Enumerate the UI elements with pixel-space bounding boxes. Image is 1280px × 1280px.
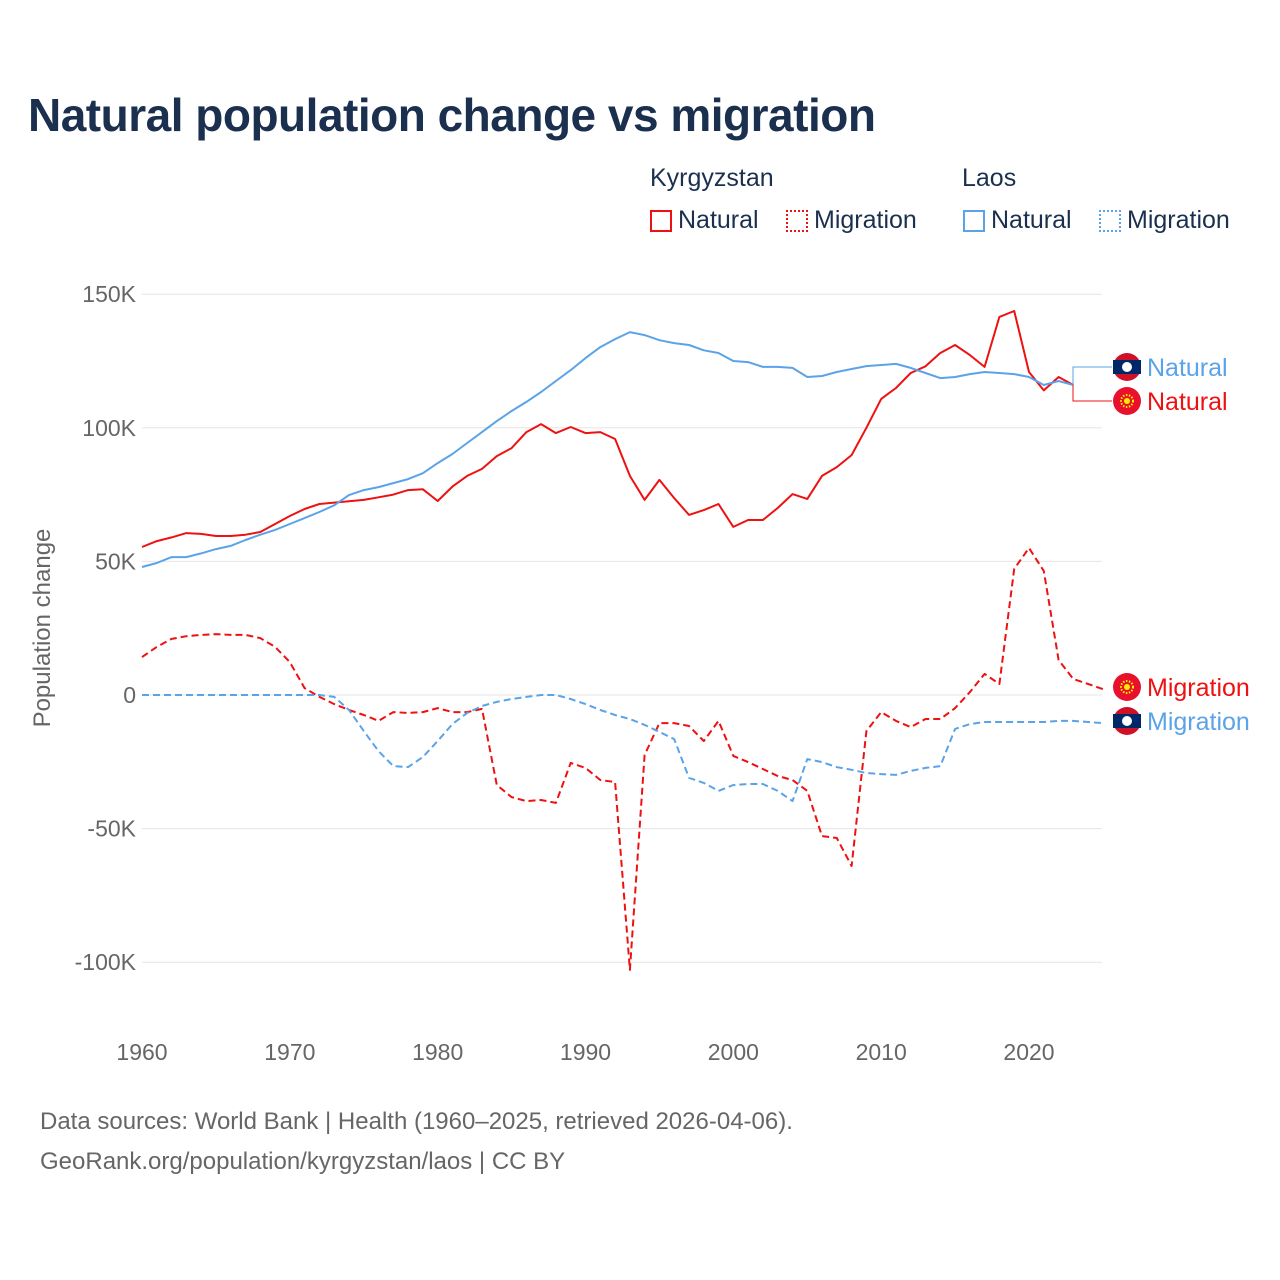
end-label-text: Natural: [1147, 354, 1228, 382]
y-tick-label: 150K: [82, 281, 136, 307]
legend-kyrgyzstan-migration[interactable]: Migration: [786, 206, 917, 235]
legend-laos-natural[interactable]: Natural: [963, 206, 1072, 235]
y-tick-label: -100K: [75, 949, 137, 975]
legend-kyrgyzstan-natural[interactable]: Natural: [650, 206, 759, 235]
legend-swatch-dotted-blue: [1099, 209, 1121, 232]
chart-title: Natural population change vs migration: [28, 89, 876, 141]
end-label-laos-natural: Natural: [1072, 353, 1228, 386]
end-label-text: Migration: [1147, 674, 1250, 702]
end-label-laos-migration: Migration: [1113, 707, 1250, 736]
x-tick-label: 1980: [412, 1039, 463, 1065]
legend-group-laos: Laos: [962, 164, 1017, 192]
legend-group-kyrgyzstan: Kyrgyzstan: [650, 164, 774, 192]
laos-flag-icon: [1113, 353, 1141, 381]
legend-swatch-dotted-red: [786, 209, 808, 232]
legend-label: Migration: [814, 206, 917, 234]
y-tick-label: 50K: [95, 548, 137, 574]
series-line-laos-natural[interactable]: [141, 331, 1074, 568]
series-line-laos-migration[interactable]: [142, 694, 1103, 803]
legend-label: Migration: [1127, 206, 1230, 234]
kyrgyzstan-flag-icon: [1113, 673, 1141, 701]
x-tick-label: 2000: [708, 1039, 759, 1065]
laos-flag-icon: [1113, 707, 1141, 735]
footer-credit: GeoRank.org/population/kyrgyzstan/laos |…: [40, 1148, 566, 1175]
x-tick-label: 1960: [116, 1039, 167, 1065]
end-label-kyrgyzstan-natural: Natural: [1072, 384, 1228, 416]
legend-laos-migration[interactable]: Migration: [1099, 206, 1230, 235]
end-label-text: Migration: [1147, 708, 1250, 736]
y-tick-label: 0: [123, 682, 136, 708]
end-label-kyrgyzstan-migration: Migration: [1113, 673, 1250, 702]
x-tick-label: 2020: [1003, 1039, 1054, 1065]
y-axis-label: Population change: [29, 529, 56, 728]
x-tick-label: 2010: [856, 1039, 907, 1065]
legend-label: Natural: [991, 206, 1072, 234]
footer-sources: Data sources: World Bank | Health (1960–…: [40, 1108, 793, 1135]
label-connector: [1072, 366, 1112, 386]
series-line-kyrgyzstan-migration[interactable]: [141, 547, 1104, 971]
legend-swatch-solid-red: [650, 209, 672, 232]
label-connector: [1072, 384, 1112, 402]
x-tick-label: 1990: [560, 1039, 611, 1065]
end-label-text: Natural: [1147, 388, 1228, 416]
y-tick-label: 100K: [82, 415, 136, 441]
x-tick-label: 1970: [264, 1039, 315, 1065]
series-line-kyrgyzstan-natural[interactable]: [141, 310, 1074, 548]
kyrgyzstan-flag-icon: [1113, 387, 1141, 415]
y-tick-label: -50K: [87, 816, 136, 842]
legend-label: Natural: [678, 206, 759, 234]
legend-swatch-solid-blue: [963, 209, 985, 232]
